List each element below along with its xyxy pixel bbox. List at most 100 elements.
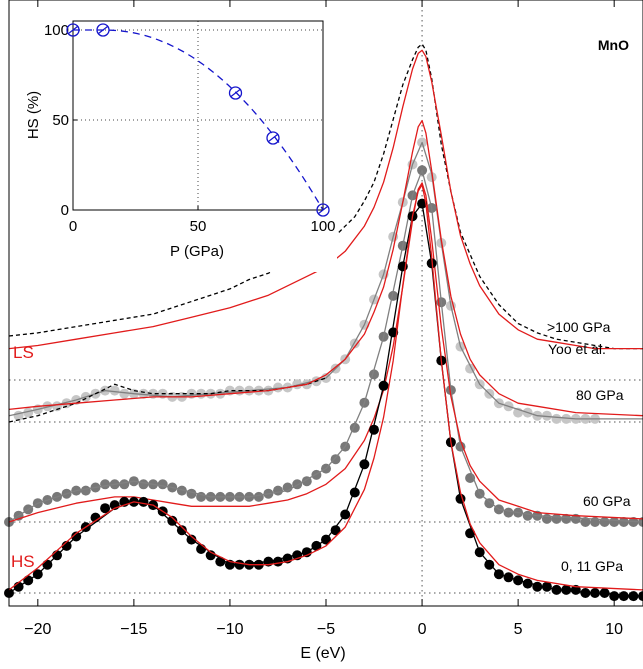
inset-marker-circle [316, 203, 330, 217]
inset-marker-slash [318, 206, 328, 214]
data-point [580, 517, 591, 527]
data-point [551, 513, 562, 524]
data-point [369, 424, 379, 435]
data-point [138, 496, 149, 507]
data-point [532, 581, 543, 592]
data-point [551, 413, 562, 424]
inset-x-tick-label: 50 [190, 218, 207, 235]
inset-marker-slash [230, 89, 241, 97]
data-point [282, 482, 293, 493]
inset-chart: 0 50 100 0 50 100 P (GPa) HS (%) [20, 15, 337, 272]
main-gridlines [9, 0, 643, 606]
data-point [541, 581, 552, 592]
inset-data-marker [316, 203, 330, 217]
data-point [561, 513, 572, 524]
x-tick-label: 0 [418, 621, 427, 638]
inset-x-tick-label: 100 [310, 218, 335, 235]
data-point [522, 578, 533, 589]
x-tick-label: 5 [514, 621, 523, 638]
main-x-ticks: −20 −15 −10 −5 0 5 10 [24, 0, 623, 638]
data-point [176, 485, 187, 496]
spectrum-line-1 [8, 49, 643, 350]
inset-marker-circle [96, 23, 110, 37]
data-point [561, 584, 572, 595]
pressure-label-100: >100 GPa [547, 319, 611, 335]
data-point [157, 479, 168, 490]
x-tick-label: −20 [24, 621, 51, 638]
inset-marker-circle [266, 131, 280, 145]
data-point [503, 507, 514, 518]
data-point [580, 588, 591, 598]
data-point [330, 525, 341, 536]
main-series [4, 43, 643, 602]
data-point [100, 479, 111, 490]
inset-y-axis-label: HS (%) [25, 91, 42, 139]
inset-x-tick-label: 0 [69, 218, 77, 235]
data-point [167, 515, 178, 526]
data-point [609, 517, 620, 527]
data-point [42, 401, 53, 412]
data-point [138, 479, 149, 490]
data-point [541, 410, 552, 421]
spectrum-line-11 [8, 184, 643, 591]
inset-data-marker [96, 23, 110, 37]
data-point [80, 485, 91, 496]
inset-data-marker [66, 23, 80, 37]
data-point [61, 398, 72, 409]
spectrum-line-7 [8, 169, 643, 523]
data-point [388, 290, 399, 301]
data-point [253, 491, 264, 502]
data-point [253, 385, 264, 396]
hs-label: HS [11, 552, 35, 571]
data-point [23, 407, 34, 418]
inset-marker-slash [68, 26, 78, 34]
data-point [599, 517, 610, 527]
data-point [119, 388, 130, 399]
data-point [330, 454, 341, 465]
inset-data-marker [266, 131, 280, 145]
dashed-spectrum-line-0 [8, 43, 643, 350]
reference-label: Yoo et al. [548, 341, 606, 357]
inset-series [66, 23, 330, 217]
data-point [541, 513, 552, 524]
data-point [273, 485, 283, 496]
inset-marker-circle [66, 23, 80, 37]
sample-label: MnO [598, 37, 629, 53]
inset-y-tick-label: 50 [52, 112, 69, 129]
inset-marker-slash [98, 26, 108, 34]
data-point [109, 385, 120, 396]
pressure-label-0: 0, 11 GPa [561, 558, 623, 574]
data-point [388, 327, 399, 338]
data-point [618, 591, 629, 602]
x-tick-label: 10 [605, 621, 623, 638]
inset-ticks: 0 50 100 0 50 100 [44, 22, 336, 235]
spectrum-line-5 [8, 119, 643, 417]
data-point [215, 388, 226, 399]
data-point [148, 388, 159, 399]
inset-background [20, 15, 337, 272]
data-point [119, 479, 130, 490]
x-axis-label: E (eV) [300, 645, 345, 662]
inset-y-tick-label: 100 [44, 22, 69, 39]
data-point [484, 559, 495, 570]
data-point [561, 413, 572, 424]
x-tick-label: −10 [216, 621, 243, 638]
data-point [522, 510, 533, 521]
inset-hs-curve [73, 29, 324, 211]
x-tick-label: −15 [120, 621, 147, 638]
spectrum-line-3 [8, 141, 643, 420]
data-point [618, 517, 629, 527]
inset-marker-circle [228, 86, 243, 100]
data-point [100, 503, 111, 514]
data-point [484, 498, 495, 509]
pressure-label-60: 60 GPa [583, 493, 631, 509]
pressure-label-80: 80 GPa [576, 387, 624, 403]
inset-marker-slash [268, 134, 278, 142]
inset-data-marker [228, 86, 243, 100]
ls-label: LS [13, 343, 34, 362]
inset-gridlines [73, 21, 323, 210]
x-tick-label: −5 [317, 621, 335, 638]
data-point [215, 556, 226, 567]
inset-y-tick-label: 0 [61, 202, 69, 219]
